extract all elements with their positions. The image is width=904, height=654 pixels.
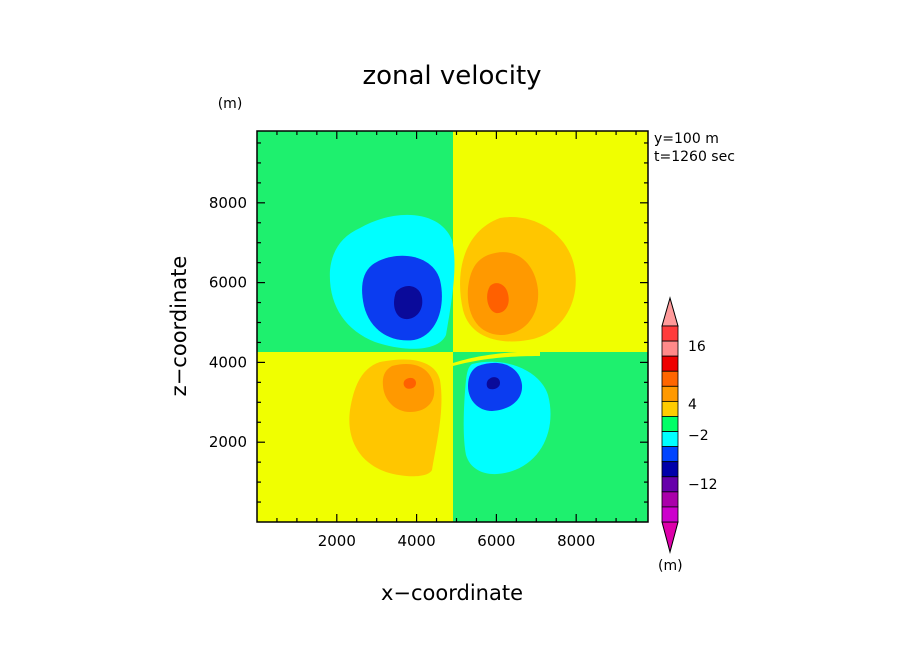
colorbar-segment <box>661 446 679 463</box>
colorbar-segment <box>661 476 679 493</box>
y-tick-label: 2000 <box>209 433 247 451</box>
colorbar-segment <box>661 370 679 387</box>
colorbar-segment <box>661 461 679 478</box>
x-tick-label: 8000 <box>557 532 595 550</box>
plot-frame <box>256 130 649 523</box>
x-axis: 2000 4000 6000 8000 <box>276 131 637 550</box>
colorbar-segment <box>661 340 679 357</box>
vortex-upper-left-core <box>394 286 423 320</box>
colorbar-segment <box>661 416 679 432</box>
colorbar-label-4: 4 <box>688 397 697 413</box>
vortex-upper-right-core <box>487 283 509 314</box>
colorbar-segment <box>661 431 679 448</box>
y-axis-label: z−coordinate <box>167 256 191 397</box>
colorbar-segment <box>661 385 679 402</box>
colorbar-label-neg2: −2 <box>688 428 709 444</box>
x-tick-label: 2000 <box>318 532 356 550</box>
colorbar-top-arrow <box>661 296 679 327</box>
vortex-lower-left-core <box>403 377 416 389</box>
x-tick-label: 6000 <box>477 532 515 550</box>
y-tick-label: 6000 <box>209 274 247 292</box>
x-axis-label: x−coordinate <box>381 581 523 605</box>
chart-title: zonal velocity <box>362 61 541 91</box>
vortex-lower-right-core <box>486 377 500 390</box>
colorbar-segment <box>661 491 679 508</box>
colorbar-segment <box>661 325 679 342</box>
x-unit-label: (m) <box>658 558 683 574</box>
y-axis: 2000 4000 6000 8000 <box>209 142 648 503</box>
plot-area <box>257 131 648 522</box>
annotation-y: y=100 m <box>654 131 719 147</box>
x-tick-label: 4000 <box>397 532 435 550</box>
colorbar-segment <box>661 355 679 372</box>
colorbar-label-16: 16 <box>688 339 706 355</box>
colorbar-segment <box>661 506 679 523</box>
y-unit-label: (m) <box>218 96 243 112</box>
center-boundary <box>375 351 540 366</box>
y-tick-label: 4000 <box>209 353 247 371</box>
annotation-t: t=1260 sec <box>654 149 735 165</box>
colorbar <box>661 296 679 554</box>
y-tick-label: 8000 <box>209 194 247 212</box>
colorbar-label-neg12: −12 <box>688 477 718 493</box>
colorbar-bottom-arrow <box>661 521 679 554</box>
colorbar-segment <box>661 400 679 417</box>
